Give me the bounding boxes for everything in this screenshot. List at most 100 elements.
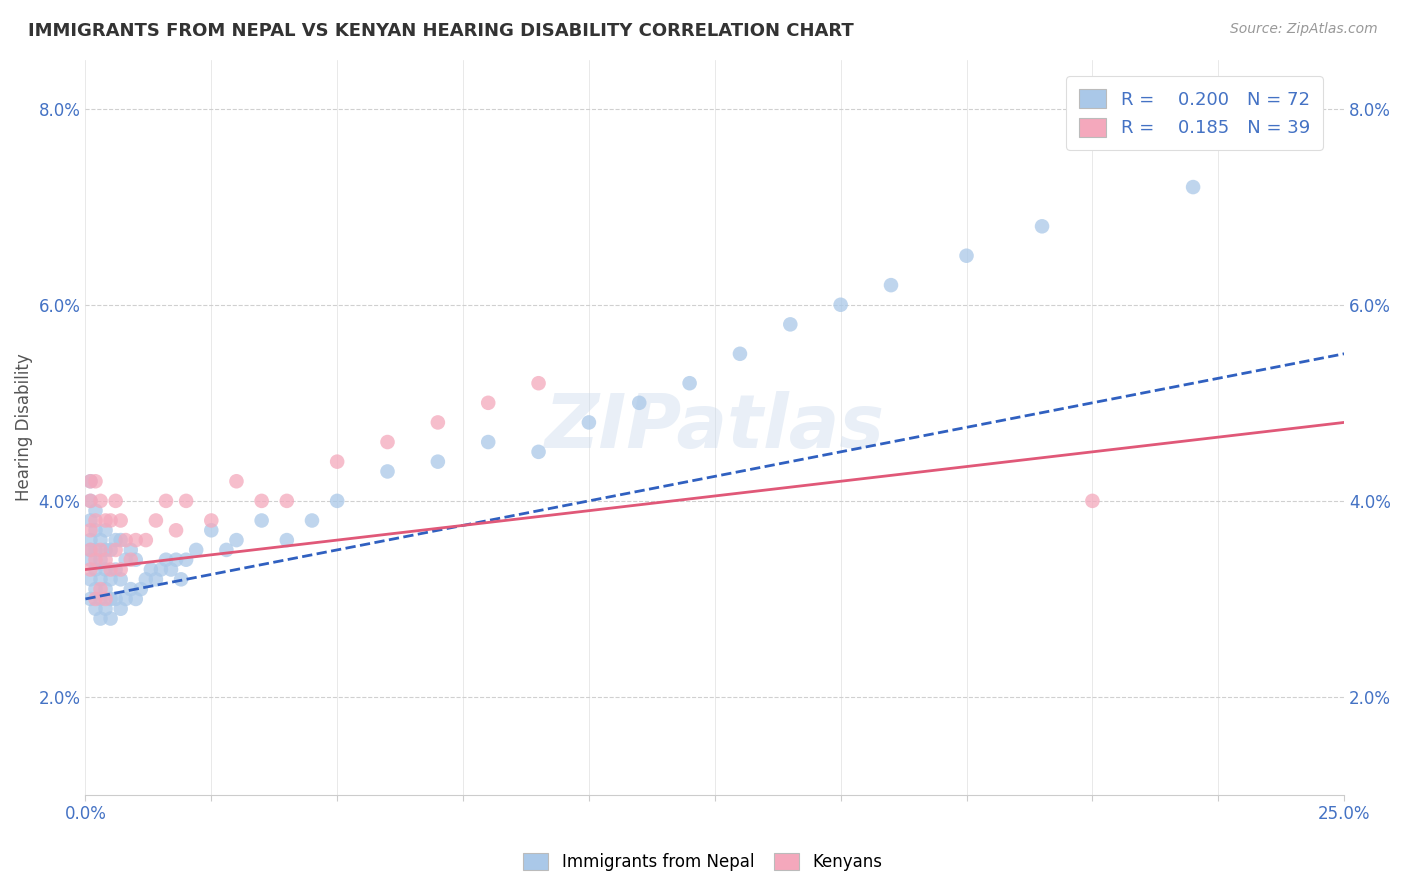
- Point: [84, 582, 107, 596]
- Point: [250, 514, 273, 528]
- Point: [94, 582, 117, 596]
- Point: [94, 542, 117, 557]
- Point: [110, 562, 132, 576]
- Point: [79, 494, 101, 508]
- Point: [628, 396, 651, 410]
- Point: [89, 552, 111, 566]
- Point: [104, 533, 127, 547]
- Point: [174, 552, 197, 566]
- Point: [84, 542, 107, 557]
- Point: [110, 533, 132, 547]
- Point: [79, 514, 101, 528]
- Point: [186, 542, 208, 557]
- Point: [145, 572, 167, 586]
- Point: [377, 465, 399, 479]
- Point: [84, 475, 107, 489]
- Point: [79, 591, 101, 606]
- Point: [426, 455, 449, 469]
- Point: [135, 572, 157, 586]
- Point: [79, 494, 101, 508]
- Point: [89, 533, 111, 547]
- Point: [527, 445, 550, 459]
- Point: [94, 552, 117, 566]
- Point: [955, 249, 977, 263]
- Point: [225, 533, 247, 547]
- Text: IMMIGRANTS FROM NEPAL VS KENYAN HEARING DISABILITY CORRELATION CHART: IMMIGRANTS FROM NEPAL VS KENYAN HEARING …: [28, 22, 853, 40]
- Point: [1031, 219, 1053, 234]
- Point: [79, 524, 101, 538]
- Point: [79, 475, 101, 489]
- Point: [215, 542, 238, 557]
- Point: [100, 572, 122, 586]
- Point: [114, 591, 136, 606]
- Point: [84, 514, 107, 528]
- Point: [200, 524, 222, 538]
- Point: [89, 572, 111, 586]
- Point: [326, 455, 349, 469]
- Point: [377, 435, 399, 450]
- Point: [100, 514, 122, 528]
- Point: [276, 494, 298, 508]
- Point: [779, 318, 801, 332]
- Point: [89, 494, 111, 508]
- Point: [880, 278, 903, 293]
- Point: [84, 524, 107, 538]
- Point: [94, 524, 117, 538]
- Point: [100, 562, 122, 576]
- Point: [155, 552, 177, 566]
- Point: [89, 591, 111, 606]
- Point: [174, 494, 197, 508]
- Point: [89, 611, 111, 625]
- Point: [114, 552, 136, 566]
- Legend: R =  0.200 N = 72, R =  0.185 N = 39: R = 0.200 N = 72, R = 0.185 N = 39: [1067, 76, 1323, 150]
- Point: [155, 494, 177, 508]
- Point: [79, 475, 101, 489]
- Point: [84, 504, 107, 518]
- Point: [120, 582, 142, 596]
- Point: [100, 591, 122, 606]
- Point: [830, 298, 852, 312]
- Point: [120, 542, 142, 557]
- Point: [89, 542, 111, 557]
- Point: [1081, 494, 1104, 508]
- Point: [728, 347, 751, 361]
- Point: [276, 533, 298, 547]
- Point: [225, 475, 247, 489]
- Point: [1182, 180, 1205, 194]
- Point: [120, 552, 142, 566]
- Point: [477, 396, 499, 410]
- Point: [84, 552, 107, 566]
- Point: [149, 562, 172, 576]
- Point: [79, 572, 101, 586]
- Point: [426, 416, 449, 430]
- Point: [125, 552, 148, 566]
- Point: [94, 514, 117, 528]
- Point: [84, 601, 107, 615]
- Point: [125, 533, 148, 547]
- Point: [79, 552, 101, 566]
- Point: [135, 533, 157, 547]
- Point: [79, 542, 101, 557]
- Point: [104, 542, 127, 557]
- Point: [89, 582, 111, 596]
- Point: [110, 514, 132, 528]
- Point: [200, 514, 222, 528]
- Point: [79, 542, 101, 557]
- Point: [527, 376, 550, 391]
- Point: [110, 572, 132, 586]
- Point: [79, 533, 101, 547]
- Point: [250, 494, 273, 508]
- Point: [94, 562, 117, 576]
- Point: [129, 582, 152, 596]
- Point: [578, 416, 600, 430]
- Point: [104, 494, 127, 508]
- Point: [84, 591, 107, 606]
- Point: [104, 562, 127, 576]
- Point: [145, 514, 167, 528]
- Point: [170, 572, 193, 586]
- Legend: Immigrants from Nepal, Kenyans: Immigrants from Nepal, Kenyans: [515, 845, 891, 880]
- Point: [110, 601, 132, 615]
- Point: [477, 435, 499, 450]
- Point: [100, 611, 122, 625]
- Point: [84, 562, 107, 576]
